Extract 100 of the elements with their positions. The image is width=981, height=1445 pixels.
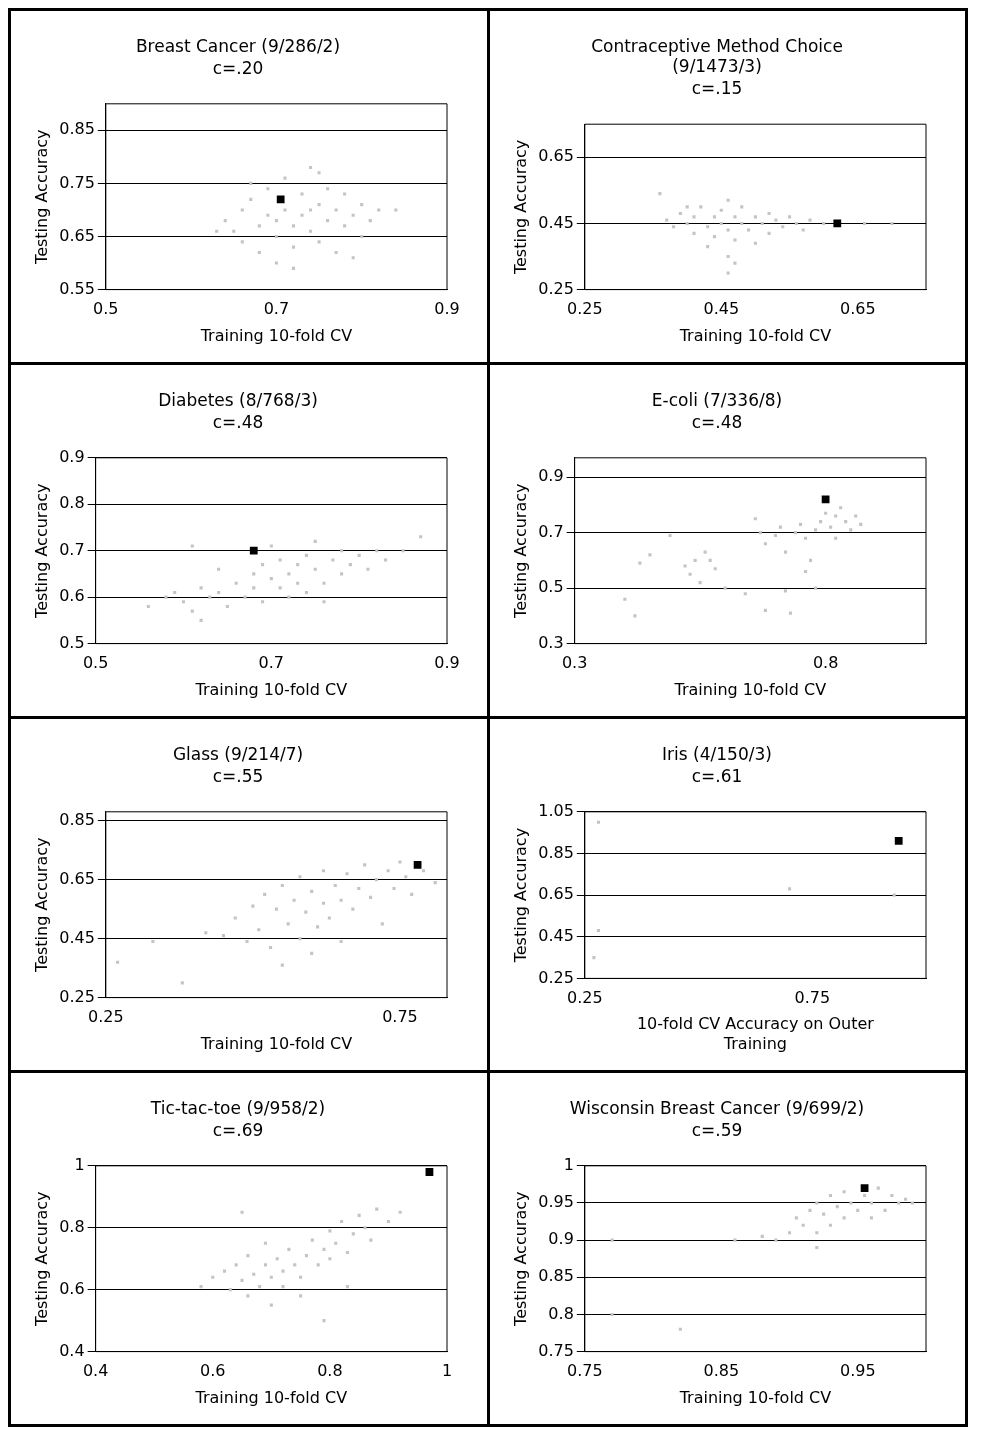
point (743, 592, 747, 596)
y-tick-label: 0.3 (537, 632, 564, 652)
y-tick-label: 0.25 (537, 278, 574, 298)
point (821, 221, 825, 225)
point (860, 1184, 868, 1192)
point (340, 1219, 344, 1224)
point (257, 250, 261, 254)
point (251, 904, 255, 908)
point (287, 1247, 291, 1251)
point (298, 937, 302, 941)
point (299, 1275, 303, 1279)
point (304, 1254, 309, 1258)
point (368, 219, 372, 223)
x-tick-label: 0.9 (434, 299, 460, 319)
point (283, 208, 287, 212)
point (316, 925, 320, 929)
point (357, 1213, 361, 1217)
point (340, 572, 344, 576)
point (266, 187, 270, 191)
y-tick-label: 0.55 (59, 278, 95, 298)
point (240, 208, 244, 212)
point (345, 1285, 350, 1289)
point (821, 1212, 825, 1216)
point (732, 261, 736, 265)
point (783, 589, 787, 593)
y-tick-label: 1 (74, 1154, 85, 1174)
point (298, 875, 302, 879)
point (832, 219, 841, 228)
point (794, 221, 798, 225)
x-tick-label: 0.75 (566, 1361, 603, 1381)
point (869, 1216, 873, 1220)
point (287, 595, 291, 599)
x-tick-label: 0.7 (258, 653, 285, 673)
point (257, 224, 261, 228)
point (413, 861, 422, 869)
point (146, 604, 150, 608)
point (763, 608, 767, 612)
y-axis-title: Testing Accuracy (510, 827, 530, 964)
point (199, 586, 203, 590)
x-axis-title: Training 10-fold CV (678, 325, 831, 345)
point (732, 238, 736, 242)
point (375, 549, 379, 553)
point (739, 221, 743, 225)
point (894, 837, 903, 845)
point (869, 1201, 873, 1205)
y-tick-label: 0.7 (59, 539, 85, 559)
point (190, 544, 194, 548)
x-axis-title: Training 10-fold CV (678, 1387, 831, 1407)
point (366, 567, 370, 571)
y-tick-label: 1 (563, 1154, 574, 1174)
point (833, 514, 837, 518)
point (726, 271, 730, 275)
point (199, 618, 203, 622)
x-axis-title: 10-fold CV Accuracy on Outer Training (636, 1014, 874, 1053)
point (291, 266, 296, 270)
point (249, 197, 253, 201)
x-tick-label: 0.5 (82, 653, 109, 673)
point (691, 215, 696, 219)
point (821, 495, 829, 504)
point (274, 234, 278, 239)
point (814, 1246, 818, 1250)
point (263, 892, 267, 896)
y-tick-label: 0.8 (59, 493, 85, 513)
point (828, 525, 832, 529)
point (383, 558, 388, 562)
chart-subtitle: c=.20 (212, 58, 264, 79)
point (807, 1208, 812, 1212)
point (339, 898, 343, 902)
point (698, 581, 702, 585)
point (173, 590, 177, 595)
point (637, 561, 641, 565)
point (375, 1207, 379, 1211)
point (274, 261, 278, 265)
point (787, 215, 791, 219)
point (296, 563, 300, 567)
y-tick-label: 0.65 (537, 884, 574, 904)
point (705, 225, 709, 229)
point (310, 1238, 314, 1242)
point (217, 590, 221, 595)
point (667, 533, 672, 537)
point (348, 563, 352, 567)
chart-title: Contraceptive Method Choice (9/1473/3) (590, 35, 843, 77)
point (838, 506, 842, 510)
point (245, 940, 249, 944)
point (221, 934, 226, 938)
point (433, 881, 437, 885)
y-tick-label: 0.45 (537, 212, 574, 232)
y-tick-label: 0.65 (59, 868, 95, 888)
point (783, 550, 787, 554)
point (296, 581, 300, 585)
point (283, 176, 287, 180)
point (394, 208, 398, 212)
chart-title: Glass (9/214/7) (172, 743, 304, 764)
chart-subtitle: c=.48 (691, 412, 742, 433)
point (328, 1257, 332, 1261)
point (794, 1216, 798, 1220)
y-tick-label: 0.8 (547, 1303, 574, 1323)
point (698, 205, 702, 209)
point (760, 1234, 764, 1238)
y-tick-label: 0.5 (537, 577, 564, 597)
